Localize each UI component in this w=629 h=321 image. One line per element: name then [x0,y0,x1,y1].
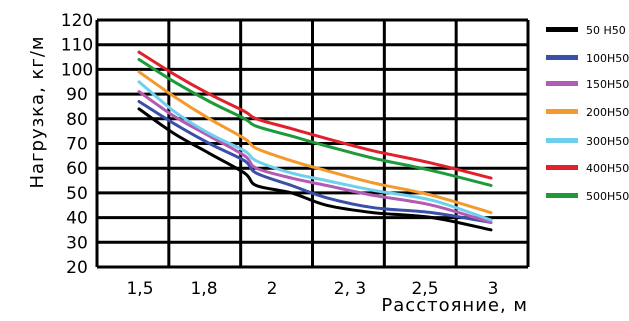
legend-label: 50 Н50 [586,24,626,37]
legend-swatch [546,27,578,32]
y-tick-label: 50 [66,184,88,204]
y-tick-label: 30 [66,233,88,253]
y-tick-label: 60 [66,159,88,179]
x-tick-label: 1,8 [190,279,217,299]
y-tick-label: 70 [66,135,88,155]
legend-swatch [546,81,578,86]
x-tick-label: 2,5 [411,279,438,299]
legend-label: 300Н50 [586,135,629,148]
series-line [137,70,493,215]
x-tick-label: 1,5 [126,279,153,299]
legend-label: 150Н50 [586,78,629,91]
series-line [137,100,493,224]
series-line [137,90,493,224]
legend-label: 500Н50 [586,190,629,203]
y-tick-label: 110 [61,36,93,56]
series-line [137,50,493,180]
legend-label: 200Н50 [586,106,629,119]
legend-swatch [546,55,578,60]
y-tick-label: 90 [66,85,88,105]
y-tick-label: 20 [66,258,88,278]
y-tick-label: 40 [66,209,88,229]
series-line [137,58,493,187]
legend-label: 100Н50 [586,52,629,65]
legend-swatch [546,138,578,143]
y-axis-title: Нагрузка, кг/м [27,36,48,189]
series-lines [137,50,493,232]
legend-swatch [546,165,578,170]
series-line [137,80,493,222]
y-tick-label: 100 [61,60,93,80]
x-tick-label: 2, 3 [334,279,366,299]
x-tick-label: 3 [488,279,499,299]
x-axis-title: Расстояние, м [381,295,528,316]
y-tick-label: 80 [66,110,88,130]
legend-label: 400Н50 [586,162,629,175]
legend-swatch [546,109,578,114]
legend-swatch [546,193,578,198]
x-tick-label: 2 [267,279,278,299]
y-axis-ticks: 20 30 40 50 60 70 80 90 100 110 120 [61,11,93,278]
series-line [137,107,493,232]
x-axis-ticks: 1,5 1,8 2 2, 3 2,5 3 [126,279,498,299]
y-tick-label: 120 [61,11,93,31]
legend: 50 Н50 100Н50 150Н50 200Н50 300Н50 400Н50 500Н… [546,24,629,203]
